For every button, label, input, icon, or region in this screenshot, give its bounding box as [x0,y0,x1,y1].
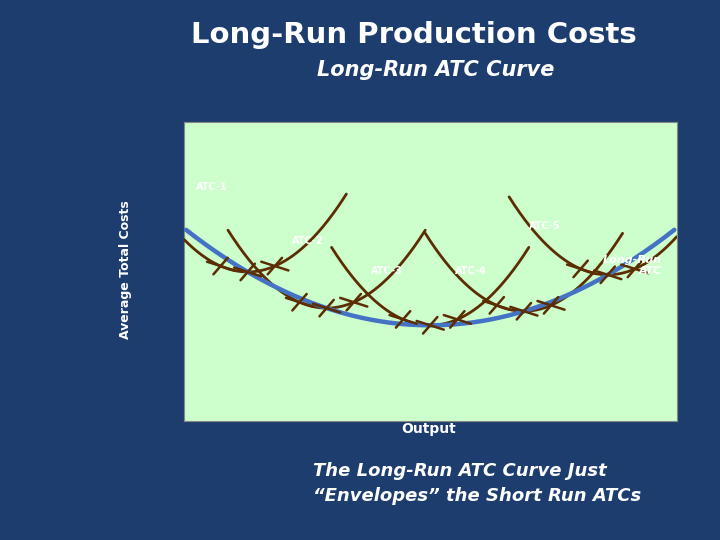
Text: Long-Run
ATC: Long-Run ATC [603,254,662,276]
Text: ATC-4: ATC-4 [455,266,487,276]
Text: Long-Run Production Costs: Long-Run Production Costs [191,21,637,49]
Text: Long-Run ATC Curve: Long-Run ATC Curve [317,60,554,80]
Text: ATC-5: ATC-5 [528,221,561,232]
Text: Output: Output [401,422,456,436]
Text: ATC-2: ATC-2 [292,237,324,246]
Text: Average Total Costs: Average Total Costs [120,201,132,339]
Text: The Long-Run ATC Curve Just
“Envelopes” the Short Run ATCs: The Long-Run ATC Curve Just “Envelopes” … [313,462,642,505]
Text: ATC-1: ATC-1 [196,183,228,192]
Text: ATC-3: ATC-3 [371,266,402,276]
